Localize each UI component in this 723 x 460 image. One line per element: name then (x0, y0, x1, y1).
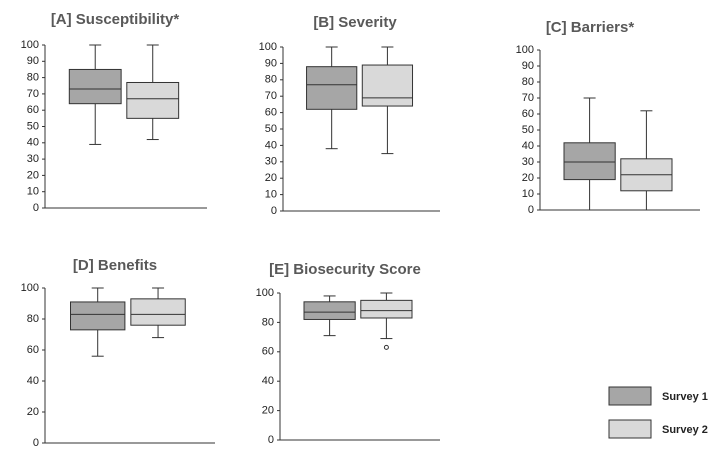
y-tick-label: 0 (528, 204, 534, 216)
legend-label: Survey 2 (662, 424, 708, 436)
y-tick-label: 100 (516, 44, 534, 56)
y-tick-label: 40 (27, 137, 39, 149)
y-tick-label: 80 (27, 313, 39, 325)
box (130, 298, 186, 326)
y-tick-label: 80 (262, 316, 274, 328)
y-tick-label: 70 (522, 92, 534, 104)
legend-swatch (608, 386, 652, 406)
y-tick-label: 60 (265, 107, 277, 119)
y-tick-label: 30 (27, 153, 39, 165)
outlier (383, 344, 389, 350)
y-tick-label: 40 (27, 375, 39, 387)
box (68, 68, 122, 105)
box (361, 64, 414, 107)
chart-title: [C] Barriers* (546, 19, 635, 36)
box (126, 81, 180, 119)
y-tick-label: 0 (271, 205, 277, 217)
y-tick-label: 80 (522, 76, 534, 88)
y-tick-label: 70 (27, 88, 39, 100)
y-tick-label: 20 (265, 172, 277, 184)
y-tick-label: 40 (522, 140, 534, 152)
y-tick-label: 30 (522, 156, 534, 168)
chart-title: [A] Susceptibility* (51, 11, 180, 28)
chart-title: [B] Severity (313, 14, 397, 31)
legend-swatch (608, 419, 652, 439)
y-tick-label: 50 (265, 123, 277, 135)
y-tick-label: 50 (522, 124, 534, 136)
y-tick-label: 90 (265, 57, 277, 69)
box (70, 301, 126, 331)
y-tick-label: 60 (262, 346, 274, 358)
y-tick-label: 0 (33, 202, 39, 214)
y-tick-label: 50 (27, 120, 39, 132)
box (360, 299, 413, 319)
y-tick-label: 60 (522, 108, 534, 120)
y-tick-label: 40 (265, 139, 277, 151)
y-tick-label: 100 (21, 39, 39, 51)
y-tick-label: 30 (265, 156, 277, 168)
y-tick-label: 90 (27, 55, 39, 67)
y-tick-label: 70 (265, 90, 277, 102)
y-tick-label: 100 (21, 282, 39, 294)
y-tick-label: 20 (262, 405, 274, 417)
y-tick-label: 0 (268, 434, 274, 446)
y-tick-label: 20 (27, 406, 39, 418)
y-tick-label: 20 (522, 172, 534, 184)
y-tick-label: 100 (256, 287, 274, 299)
y-tick-label: 0 (33, 437, 39, 449)
y-tick-label: 80 (265, 74, 277, 86)
y-tick-label: 60 (27, 104, 39, 116)
y-tick-label: 20 (27, 169, 39, 181)
chart-title: [D] Benefits (73, 257, 157, 274)
y-tick-label: 80 (27, 72, 39, 84)
y-tick-label: 40 (262, 375, 274, 387)
y-tick-label: 100 (259, 41, 277, 53)
chart-title: [E] Biosecurity Score (269, 261, 421, 278)
y-tick-label: 10 (522, 188, 534, 200)
box (563, 142, 616, 181)
box (306, 66, 358, 110)
legend-label: Survey 1 (662, 391, 708, 403)
y-tick-label: 90 (522, 60, 534, 72)
box (303, 301, 356, 320)
y-tick-label: 10 (265, 189, 277, 201)
y-tick-label: 60 (27, 344, 39, 356)
y-tick-label: 10 (27, 186, 39, 198)
